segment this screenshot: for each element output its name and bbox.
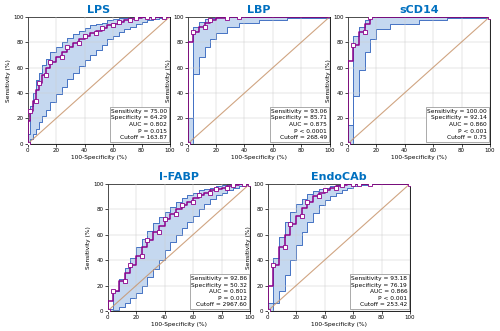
Y-axis label: Sensitivity (%): Sensitivity (%) (86, 226, 91, 269)
Y-axis label: Sensitivity (%): Sensitivity (%) (326, 59, 331, 102)
Text: Sensitivity = 92.86
Specificity = 50.32
AUC = 0.801
P = 0.012
Cutoff = 2967.60: Sensitivity = 92.86 Specificity = 50.32 … (191, 276, 247, 307)
Title: LBP: LBP (247, 5, 270, 15)
X-axis label: 100-Specificity (%): 100-Specificity (%) (151, 322, 207, 327)
Polygon shape (188, 17, 330, 144)
X-axis label: 100-Specificity (%): 100-Specificity (%) (311, 322, 367, 327)
Y-axis label: Sensitivity (%): Sensitivity (%) (246, 226, 251, 269)
Title: LPS: LPS (87, 5, 110, 15)
Y-axis label: Sensitivity (%): Sensitivity (%) (166, 59, 171, 102)
Text: Sensitivity = 75.00
Specificity = 64.29
AUC = 0.802
P = 0.015
Cutoff = 163.87: Sensitivity = 75.00 Specificity = 64.29 … (111, 109, 167, 140)
Polygon shape (28, 17, 170, 144)
Text: Sensitivity = 93.06
Specificity = 85.71
AUC = 0.875
P < 0.0001
Cutoff = 268.49: Sensitivity = 93.06 Specificity = 85.71 … (271, 109, 327, 140)
Polygon shape (108, 184, 250, 311)
X-axis label: 100-Specificity (%): 100-Specificity (%) (391, 155, 447, 160)
Text: Sensitivity = 100.00
Specificity = 92.14
AUC = 0.860
P < 0.001
Cutoff = 0.75: Sensitivity = 100.00 Specificity = 92.14… (428, 109, 487, 140)
X-axis label: 100-Specificity (%): 100-Specificity (%) (71, 155, 127, 160)
Title: EndoCAb: EndoCAb (311, 172, 366, 182)
Text: Sensitivity = 93.18
Specificity = 76.19
AUC = 0.866
P < 0.001
Cutoff = 253.42: Sensitivity = 93.18 Specificity = 76.19 … (351, 276, 407, 307)
Polygon shape (268, 184, 410, 311)
Title: I-FABP: I-FABP (159, 172, 199, 182)
Y-axis label: Sensitivity (%): Sensitivity (%) (6, 59, 11, 102)
Polygon shape (348, 17, 490, 144)
Title: sCD14: sCD14 (399, 5, 438, 15)
X-axis label: 100-Specificity (%): 100-Specificity (%) (231, 155, 287, 160)
